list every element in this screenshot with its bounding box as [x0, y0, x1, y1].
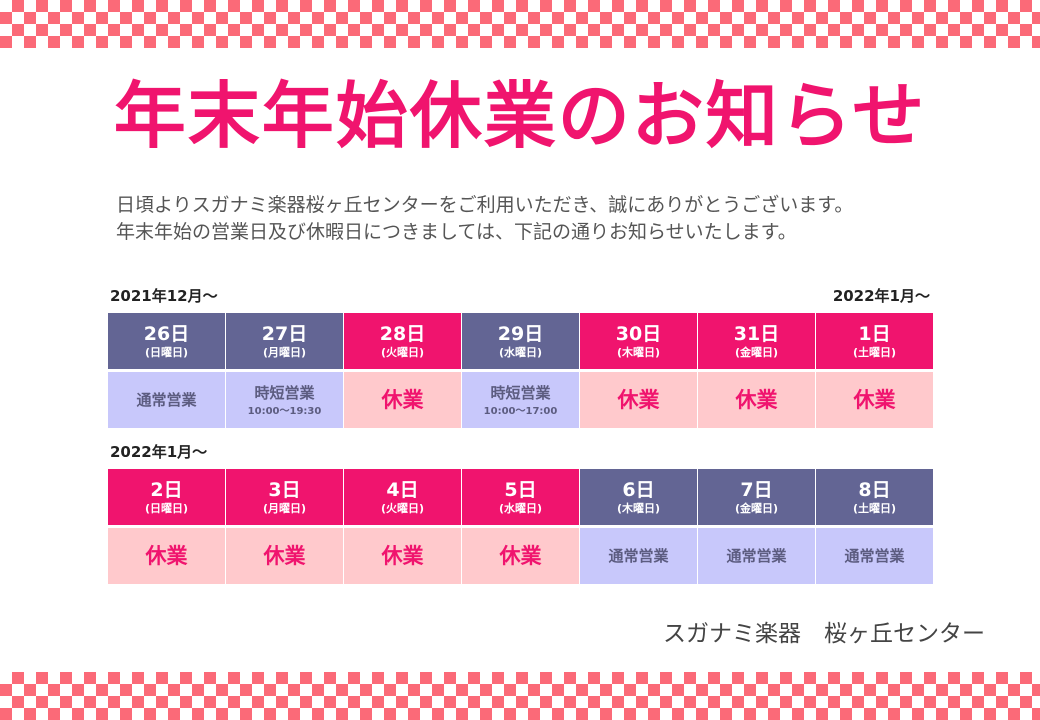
day-of-week: (水曜日) — [498, 501, 543, 515]
status-label: 休業 — [145, 544, 188, 568]
status-cell: 休業 — [344, 528, 461, 584]
day-of-week: (土曜日) — [852, 501, 897, 515]
status-cell: 通常営業 — [698, 528, 815, 584]
day-column: 29日 (水曜日) 時短営業 10:00〜17:00 — [462, 313, 579, 431]
day-header: 27日 (月曜日) — [226, 313, 343, 369]
status-label: 時短営業 — [254, 383, 315, 402]
day-header: 3日 (月曜日) — [226, 469, 343, 525]
day-header: 4日 (火曜日) — [344, 469, 461, 525]
day-column: 2日 (日曜日) 休業 — [108, 469, 225, 587]
status-cell: 休業 — [226, 528, 343, 584]
status-cell: 休業 — [580, 372, 697, 428]
status-cell: 通常営業 — [580, 528, 697, 584]
status-cell: 通常営業 — [108, 372, 225, 428]
day-of-week: (土曜日) — [852, 345, 897, 359]
status-label: 休業 — [263, 544, 306, 568]
day-of-week: (金曜日) — [734, 345, 779, 359]
day-number: 6日 — [622, 478, 655, 501]
period-label-jan2022: 2022年1月〜 — [110, 443, 208, 461]
day-column: 7日 (金曜日) 通常営業 — [698, 469, 815, 587]
day-of-week: (月曜日) — [262, 501, 307, 515]
day-of-week: (日曜日) — [144, 501, 189, 515]
status-label: 休業 — [853, 388, 896, 412]
day-number: 30日 — [615, 322, 662, 345]
store-name-footer: スガナミ楽器 桜ヶ丘センター — [663, 621, 985, 647]
status-label: 休業 — [381, 544, 424, 568]
day-column: 4日 (火曜日) 休業 — [344, 469, 461, 587]
day-column: 6日 (木曜日) 通常営業 — [580, 469, 697, 587]
day-header: 31日 (金曜日) — [698, 313, 815, 369]
day-number: 27日 — [261, 322, 308, 345]
status-label: 通常営業 — [608, 547, 669, 565]
day-number: 26日 — [143, 322, 190, 345]
day-column: 31日 (金曜日) 休業 — [698, 313, 815, 431]
status-label: 休業 — [735, 388, 778, 412]
day-of-week: (金曜日) — [734, 501, 779, 515]
day-number: 1日 — [858, 322, 891, 345]
day-number: 28日 — [379, 322, 426, 345]
status-cell: 休業 — [462, 528, 579, 584]
day-number: 29日 — [497, 322, 544, 345]
day-header: 7日 (金曜日) — [698, 469, 815, 525]
status-label: 休業 — [381, 388, 424, 412]
day-header: 2日 (日曜日) — [108, 469, 225, 525]
day-of-week: (木曜日) — [616, 501, 661, 515]
status-label: 休業 — [617, 388, 660, 412]
status-cell: 通常営業 — [816, 528, 933, 584]
day-header: 6日 (木曜日) — [580, 469, 697, 525]
day-header: 5日 (水曜日) — [462, 469, 579, 525]
status-cell: 休業 — [108, 528, 225, 584]
status-label: 通常営業 — [726, 547, 787, 565]
status-label: 休業 — [499, 544, 542, 568]
intro-line-2: 年末年始の営業日及び休暇日につきましては、下記の通りお知らせいたします。 — [116, 221, 797, 243]
day-number: 7日 — [740, 478, 773, 501]
day-column: 30日 (木曜日) 休業 — [580, 313, 697, 431]
day-of-week: (水曜日) — [498, 345, 543, 359]
day-column: 27日 (月曜日) 時短営業 10:00〜19:30 — [226, 313, 343, 431]
day-number: 4日 — [386, 478, 419, 501]
day-header: 8日 (土曜日) — [816, 469, 933, 525]
status-cell: 時短営業 10:00〜17:00 — [462, 372, 579, 428]
checker-border-top — [0, 0, 1040, 48]
day-of-week: (日曜日) — [144, 345, 189, 359]
business-hours: 10:00〜19:30 — [247, 405, 322, 417]
status-label: 時短営業 — [490, 383, 551, 402]
status-cell: 時短営業 10:00〜19:30 — [226, 372, 343, 428]
period-label-jan2022-right: 2022年1月〜 — [832, 287, 930, 305]
day-header: 30日 (木曜日) — [580, 313, 697, 369]
day-number: 2日 — [150, 478, 183, 501]
day-column: 1日 (土曜日) 休業 — [816, 313, 933, 431]
day-header: 28日 (火曜日) — [344, 313, 461, 369]
day-column: 3日 (月曜日) 休業 — [226, 469, 343, 587]
day-of-week: (火曜日) — [380, 501, 425, 515]
day-number: 5日 — [504, 478, 537, 501]
day-number: 8日 — [858, 478, 891, 501]
status-label: 通常営業 — [844, 547, 905, 565]
status-label: 通常営業 — [136, 391, 197, 409]
page-title: 年末年始休業のお知らせ — [113, 74, 927, 158]
day-header: 29日 (水曜日) — [462, 313, 579, 369]
day-header: 26日 (日曜日) — [108, 313, 225, 369]
calendar-row-week1: 26日 (日曜日) 通常営業 27日 (月曜日) 時短営業 10:00〜19:30 28日 (火… — [108, 313, 933, 431]
intro-text: 日頃よりスガナミ楽器桜ヶ丘センターをご利用いただき、誠にありがとうございます。 … — [116, 192, 976, 246]
day-of-week: (火曜日) — [380, 345, 425, 359]
day-of-week: (木曜日) — [616, 345, 661, 359]
calendar-row-week2: 2日 (日曜日) 休業 3日 (月曜日) 休業 4日 (火曜日) 休業 5日 (水曜日) 休業 6日 (木… — [108, 469, 933, 587]
business-hours: 10:00〜17:00 — [483, 405, 558, 417]
day-header: 1日 (土曜日) — [816, 313, 933, 369]
intro-line-1: 日頃よりスガナミ楽器桜ヶ丘センターをご利用いただき、誠にありがとうございます。 — [116, 194, 854, 216]
day-of-week: (月曜日) — [262, 345, 307, 359]
status-cell: 休業 — [698, 372, 815, 428]
status-cell: 休業 — [816, 372, 933, 428]
day-column: 8日 (土曜日) 通常営業 — [816, 469, 933, 587]
checker-border-bottom — [0, 672, 1040, 720]
day-number: 3日 — [268, 478, 301, 501]
period-label-dec2021: 2021年12月〜 — [110, 287, 218, 305]
day-column: 28日 (火曜日) 休業 — [344, 313, 461, 431]
day-number: 31日 — [733, 322, 780, 345]
day-column: 5日 (水曜日) 休業 — [462, 469, 579, 587]
day-column: 26日 (日曜日) 通常営業 — [108, 313, 225, 431]
status-cell: 休業 — [344, 372, 461, 428]
